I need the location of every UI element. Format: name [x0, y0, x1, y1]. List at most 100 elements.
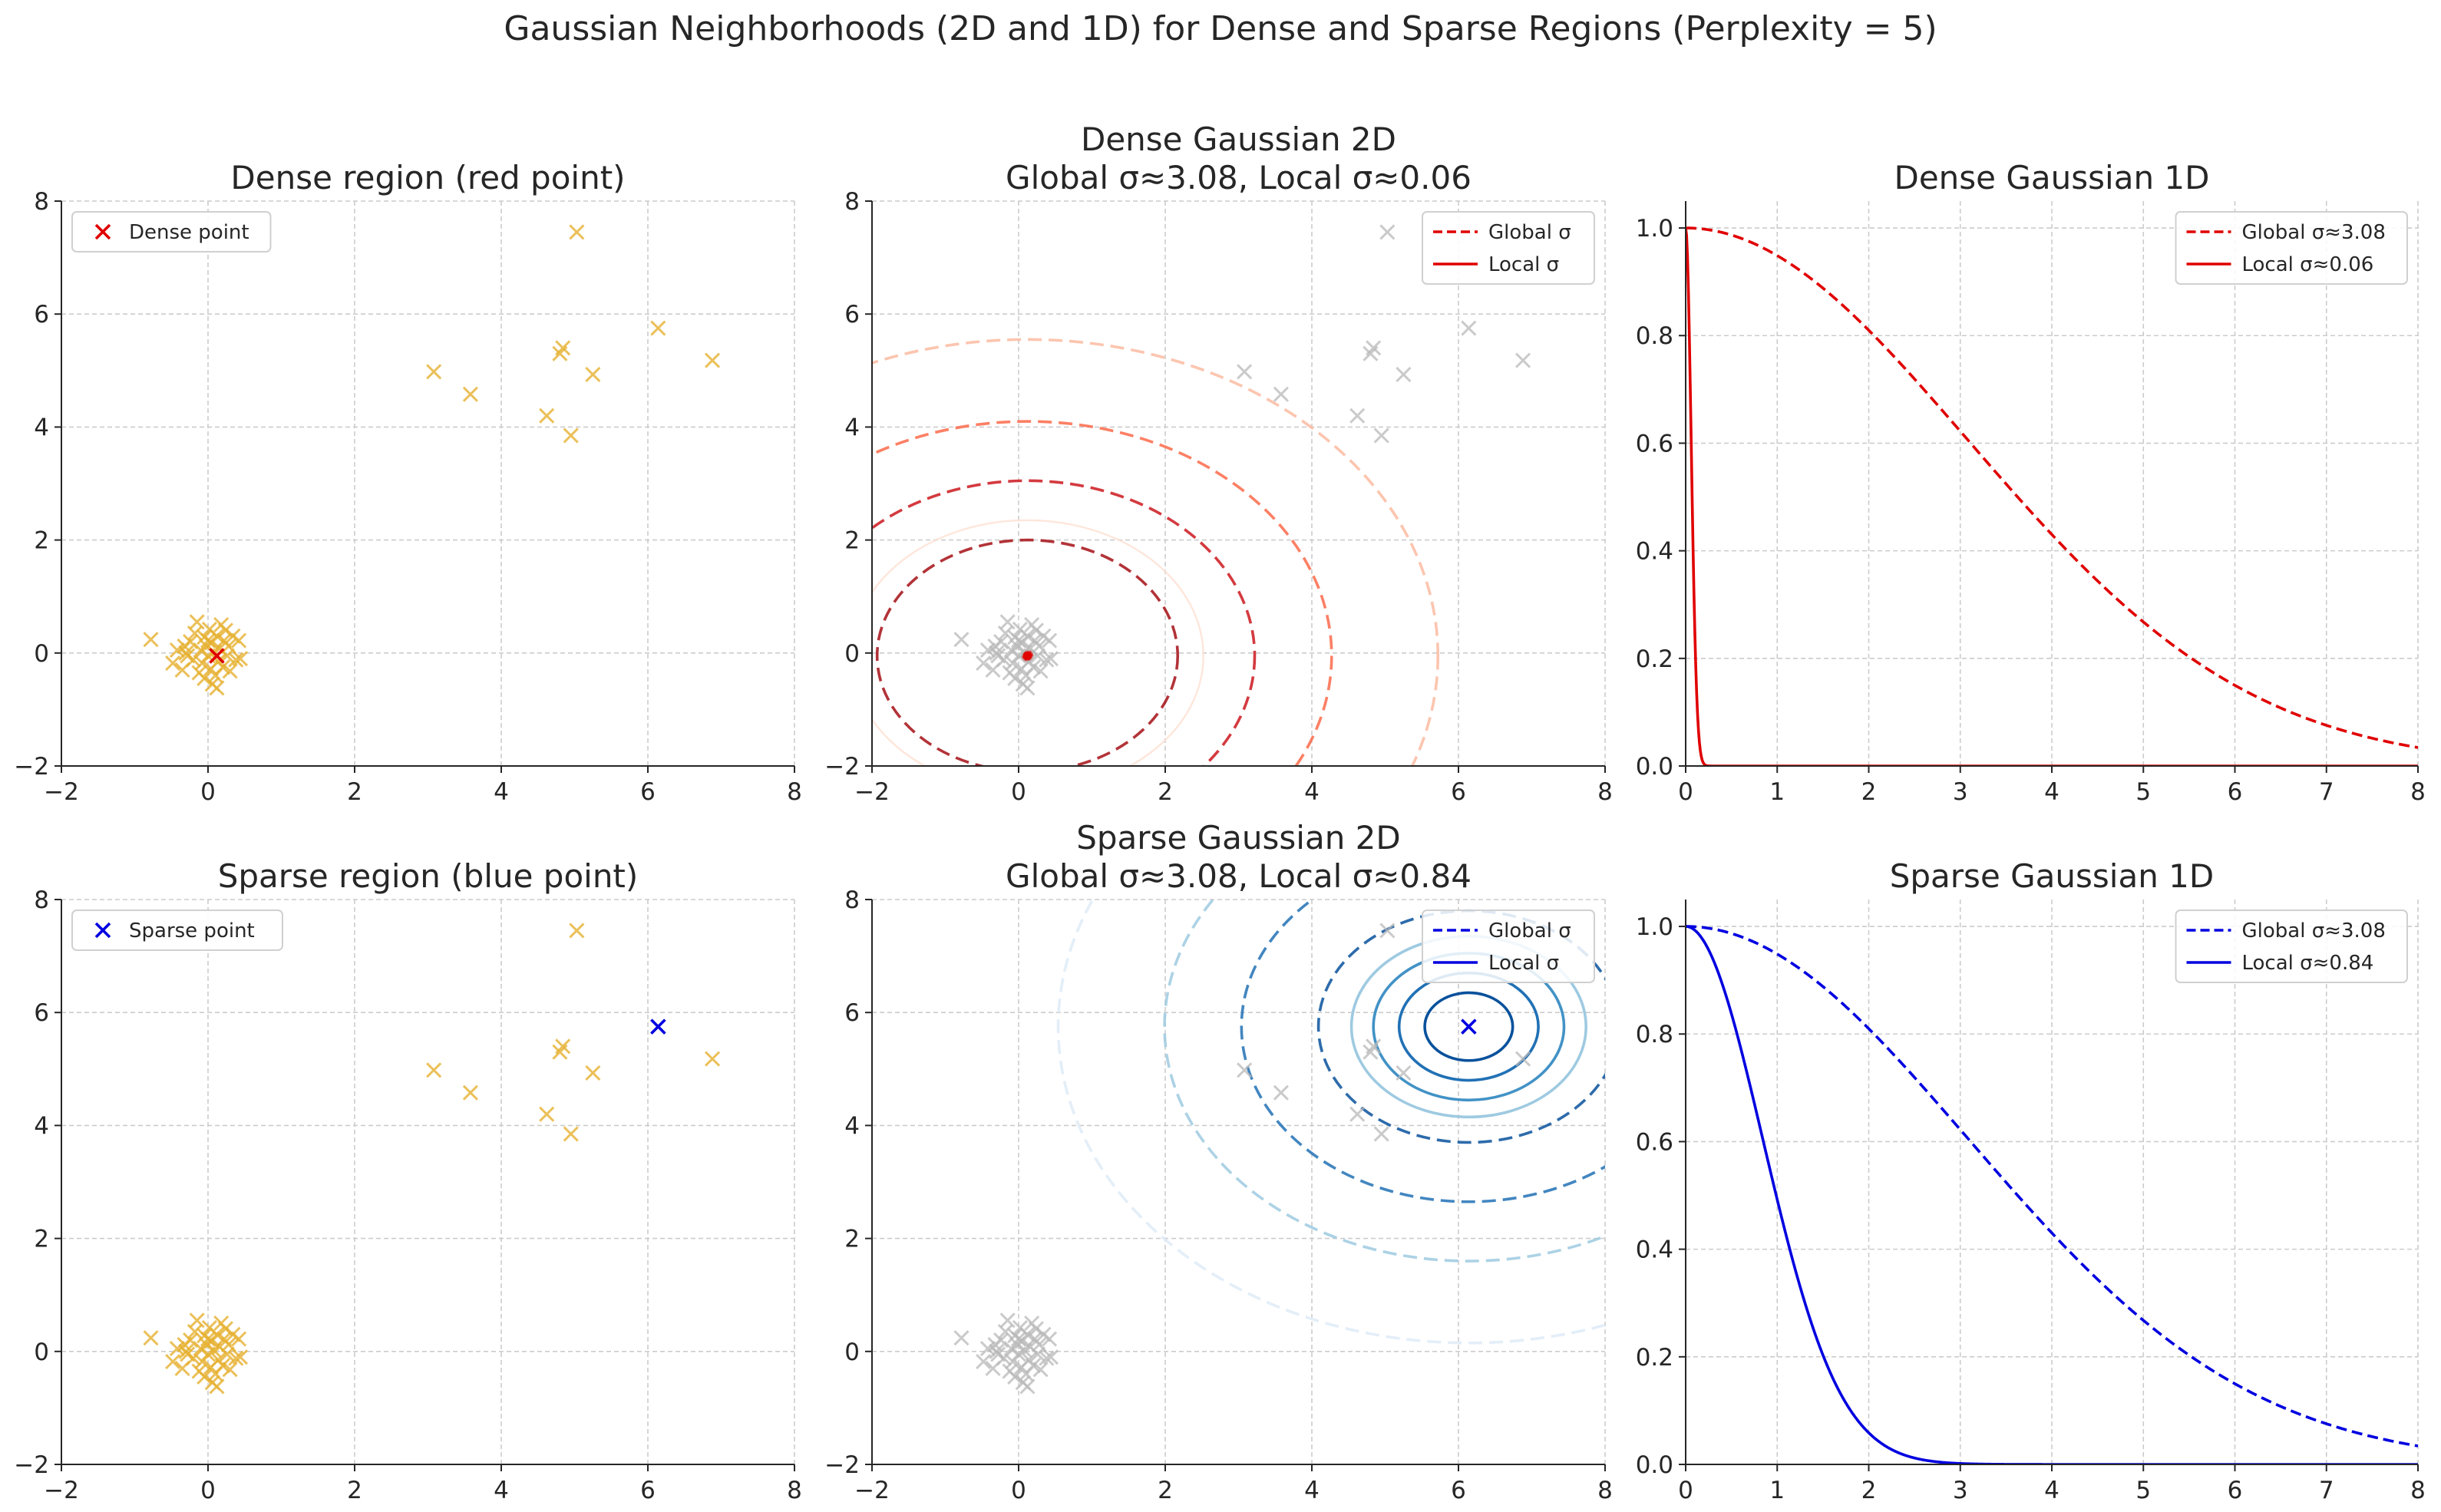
x-tick-label: 2	[347, 1477, 362, 1504]
scatter-point	[953, 1330, 969, 1346]
scatter-point	[220, 1336, 236, 1353]
scatter-point	[1032, 1362, 1049, 1378]
scatter-point	[1237, 364, 1253, 380]
x-tick-label: 4	[1304, 778, 1320, 806]
scatter-point	[1273, 1084, 1289, 1101]
scatter-point	[217, 1321, 233, 1337]
scatter-point	[228, 1350, 244, 1366]
scatter-point	[539, 1106, 555, 1122]
scatter-point	[1514, 1051, 1531, 1067]
global-contour	[872, 338, 1439, 766]
plot-area	[143, 224, 721, 696]
y-tick-label: 0.6	[1636, 430, 1673, 457]
scatter-point	[989, 645, 1005, 661]
center-point	[1461, 1018, 1477, 1035]
scatter-point	[563, 428, 579, 444]
scatter-point	[217, 622, 233, 639]
x-tick-label: 1	[1769, 778, 1785, 806]
scatter-point	[1031, 638, 1047, 655]
scatter-point	[1028, 1321, 1044, 1337]
scatter-point	[976, 1353, 992, 1370]
x-tick-label: 2	[1158, 778, 1173, 806]
scatter-point	[1373, 428, 1389, 444]
y-tick-label: 4	[34, 1112, 49, 1140]
scatter-point	[197, 1368, 213, 1385]
legend-label: Local σ	[1488, 253, 1559, 276]
scatter-point	[462, 386, 478, 402]
y-tick-label: 0.6	[1636, 1128, 1673, 1156]
scatter-point	[999, 1312, 1016, 1329]
panel-title: Sparse Gaussian 1D	[1890, 857, 2215, 895]
y-tick-label: 0.4	[1636, 1236, 1673, 1264]
legend-frame	[71, 910, 283, 951]
x-tick-label: 8	[787, 778, 802, 806]
x-tick-label: 8	[2410, 778, 2426, 806]
scatter-point	[555, 1038, 571, 1055]
scatter-point	[539, 408, 555, 424]
scatter-point	[704, 1051, 721, 1067]
scatter-point	[220, 638, 236, 655]
x-tick-label: 0	[1011, 1477, 1026, 1504]
scatter-point	[1026, 1358, 1042, 1374]
x-tick-label: 4	[2044, 778, 2059, 806]
panel-p1: −2 0 2 4 6 8 −2 0 2 4 6 8 Dense region (red point) De…	[14, 159, 802, 806]
scatter-point	[232, 1349, 249, 1365]
scatter-point	[209, 1378, 225, 1395]
panel-title: Sparse region (blue point)	[218, 857, 639, 895]
legend-frame	[2175, 910, 2408, 983]
x-tick-label: 2	[1158, 1477, 1173, 1504]
panel-p4: −2 0 2 4 6 8 −2 0 2 4 6 8 Sparse region (blue point)…	[14, 857, 802, 1504]
scatter-point	[953, 632, 969, 648]
legend-label: Dense point	[129, 221, 249, 244]
scatter-point	[222, 663, 238, 679]
scatter-point	[1042, 632, 1058, 649]
scatter-point	[143, 632, 159, 648]
scatter-point	[183, 634, 199, 650]
scatter-point	[989, 1343, 1005, 1359]
panel-title: Dense Gaussian 2D	[1081, 120, 1396, 158]
grid	[871, 899, 1606, 1465]
x-tick-label: 4	[2044, 1477, 2059, 1504]
grid	[1685, 201, 2419, 767]
scatter-point	[426, 1062, 442, 1078]
y-tick-label: 2	[34, 1226, 49, 1253]
legend: Sparse point	[71, 910, 283, 951]
y-tick-label: 1.0	[1636, 913, 1673, 941]
scatter-point	[1028, 622, 1044, 639]
legend-label: Local σ≈0.84	[2242, 952, 2374, 975]
scatter-point	[979, 1341, 996, 1357]
scatter-point	[1026, 659, 1042, 675]
legend-label: Sparse point	[129, 919, 255, 943]
y-tick-label: 8	[34, 886, 49, 914]
scatter-point	[169, 1341, 185, 1357]
x-tick-label: −2	[854, 778, 890, 806]
highlight-point	[209, 648, 225, 664]
scatter-point	[1349, 408, 1366, 424]
scatter-point	[228, 652, 244, 668]
scatter-point	[209, 680, 225, 696]
y-tick-label: 0	[844, 1339, 860, 1366]
y-tick-label: 8	[844, 886, 860, 914]
y-tick-label: 0	[34, 640, 49, 668]
scatter-point	[999, 614, 1016, 630]
scatter-point	[1373, 1126, 1389, 1142]
x-tick-label: −2	[44, 1477, 79, 1504]
scatter-point	[585, 366, 601, 383]
panel-subtitle: Global σ≈3.08, Local σ≈0.06	[1006, 159, 1472, 196]
grid	[61, 200, 795, 767]
x-tick-label: 1	[1769, 1477, 1785, 1504]
scatter-point	[462, 1084, 478, 1101]
x-tick-label: 6	[1451, 1477, 1466, 1504]
global-contour	[1163, 900, 1605, 1263]
panel-p3: 0 1 2 3 4 5 6 7 8 0.0 0.2 0.4 0.6 0.8 1.0 Dense Gaussia…	[1636, 159, 2426, 806]
scatter-point	[1042, 1349, 1059, 1365]
y-tick-label: 6	[844, 999, 860, 1027]
y-tick-label: 8	[34, 188, 49, 216]
y-tick-label: 4	[844, 1112, 860, 1140]
legend: Global σ≈3.08 Local σ≈0.84	[2175, 910, 2408, 983]
x-tick-label: 6	[640, 1477, 656, 1504]
scatter-point	[1349, 1106, 1366, 1122]
x-tick-label: 5	[2135, 778, 2151, 806]
scatter-point	[1042, 651, 1059, 667]
